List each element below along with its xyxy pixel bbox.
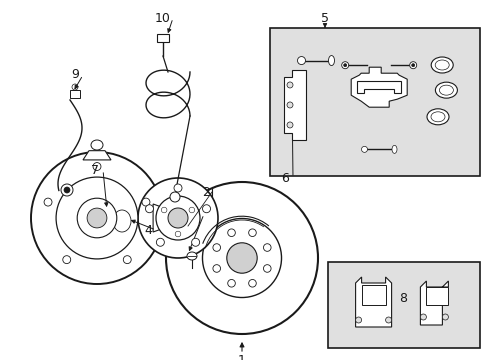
Circle shape	[31, 152, 163, 284]
Circle shape	[409, 62, 416, 69]
Circle shape	[170, 192, 180, 202]
Text: 4: 4	[144, 224, 152, 237]
Text: 9: 9	[71, 68, 79, 81]
Circle shape	[61, 184, 73, 196]
Ellipse shape	[430, 57, 452, 73]
Circle shape	[227, 279, 235, 287]
Circle shape	[263, 265, 270, 272]
Text: 6: 6	[281, 171, 288, 184]
Circle shape	[156, 238, 164, 246]
Circle shape	[145, 205, 153, 213]
Circle shape	[123, 256, 131, 264]
Circle shape	[168, 208, 187, 228]
Text: 3: 3	[192, 207, 200, 220]
Polygon shape	[284, 70, 305, 140]
Ellipse shape	[113, 210, 131, 232]
Circle shape	[202, 205, 210, 213]
Ellipse shape	[434, 60, 448, 70]
Circle shape	[175, 231, 181, 237]
Polygon shape	[153, 204, 164, 232]
Circle shape	[72, 84, 78, 90]
Ellipse shape	[439, 85, 452, 95]
Circle shape	[286, 82, 292, 88]
Ellipse shape	[328, 55, 334, 66]
Text: 8: 8	[398, 292, 406, 305]
Circle shape	[161, 207, 166, 213]
Circle shape	[156, 196, 200, 240]
Bar	[157, 34, 169, 42]
Circle shape	[87, 208, 107, 228]
Circle shape	[44, 198, 52, 206]
Ellipse shape	[426, 109, 448, 125]
Circle shape	[191, 238, 199, 246]
Ellipse shape	[434, 82, 456, 98]
Text: 7: 7	[91, 163, 99, 176]
Circle shape	[411, 64, 414, 67]
Circle shape	[189, 207, 194, 213]
Text: 10: 10	[155, 12, 171, 24]
Circle shape	[212, 265, 220, 272]
Polygon shape	[83, 151, 111, 160]
Ellipse shape	[91, 140, 103, 150]
Circle shape	[341, 62, 348, 69]
Text: 2: 2	[202, 185, 209, 198]
Ellipse shape	[108, 204, 136, 238]
Bar	[426, 287, 447, 305]
Circle shape	[248, 279, 256, 287]
Circle shape	[263, 244, 270, 251]
Bar	[361, 285, 385, 305]
Circle shape	[64, 187, 70, 193]
Circle shape	[227, 229, 235, 237]
Ellipse shape	[186, 252, 197, 260]
Circle shape	[343, 64, 346, 67]
Text: 5: 5	[320, 12, 328, 24]
Circle shape	[385, 317, 391, 323]
Circle shape	[286, 122, 292, 128]
Circle shape	[62, 256, 71, 264]
Circle shape	[165, 182, 317, 334]
Circle shape	[420, 314, 426, 320]
Circle shape	[442, 314, 447, 320]
Circle shape	[93, 163, 101, 171]
Bar	[327, 262, 479, 348]
Polygon shape	[356, 81, 400, 93]
Circle shape	[355, 317, 361, 323]
Circle shape	[142, 198, 150, 206]
Circle shape	[56, 177, 138, 259]
Circle shape	[297, 57, 305, 64]
Circle shape	[226, 243, 257, 273]
Polygon shape	[355, 277, 391, 327]
Circle shape	[77, 198, 117, 238]
Circle shape	[174, 184, 182, 192]
Circle shape	[138, 178, 218, 258]
Bar	[70, 90, 80, 98]
Polygon shape	[420, 281, 447, 325]
Circle shape	[202, 219, 281, 297]
Ellipse shape	[430, 112, 444, 122]
Circle shape	[361, 147, 367, 152]
Circle shape	[212, 244, 220, 251]
Text: 1: 1	[238, 354, 245, 360]
Polygon shape	[350, 67, 407, 107]
Circle shape	[248, 229, 256, 237]
Bar	[269, 28, 479, 176]
Ellipse shape	[391, 145, 396, 153]
Circle shape	[286, 102, 292, 108]
